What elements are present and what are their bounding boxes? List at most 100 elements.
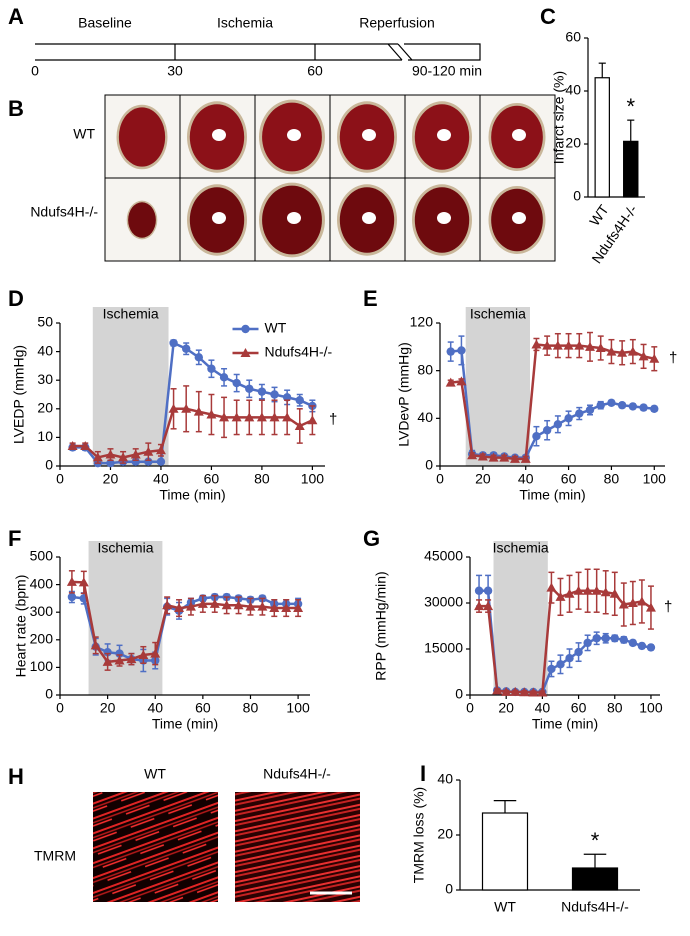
marker — [528, 687, 539, 697]
marker — [628, 402, 638, 411]
marker — [546, 582, 557, 592]
y-tick-label: 15000 — [424, 640, 463, 656]
y-tick-label: 40 — [437, 771, 453, 787]
y-tick-label: 200 — [30, 631, 54, 647]
y-tick-label: 20 — [565, 135, 581, 151]
shade-label: Ischemia — [493, 540, 549, 556]
x-tick-label: 80 — [243, 700, 259, 716]
marker — [138, 649, 149, 659]
marker — [477, 451, 488, 461]
ischemia-shade — [465, 307, 530, 466]
x-tick-label: 60 — [204, 471, 220, 487]
panel-label: C — [540, 4, 556, 29]
marker — [245, 601, 256, 611]
marker — [595, 343, 606, 353]
marker — [66, 576, 77, 586]
y-tick-label: 60 — [565, 29, 581, 45]
marker — [181, 344, 191, 353]
ischemia-shade — [493, 541, 548, 695]
marker — [574, 647, 583, 657]
x-tick-label: 40 — [535, 700, 551, 716]
marker — [282, 412, 293, 422]
marker — [532, 432, 541, 441]
timeline-bar — [35, 43, 481, 61]
marker — [156, 457, 166, 466]
marker — [483, 601, 494, 611]
marker — [474, 586, 484, 595]
marker — [269, 603, 280, 613]
marker — [510, 686, 521, 696]
heart-lumen — [437, 212, 451, 224]
marker — [221, 600, 232, 610]
ischemia-shade — [92, 307, 169, 466]
heart-tissue — [118, 107, 166, 167]
marker — [233, 600, 244, 610]
x-tick-label: 40 — [153, 471, 169, 487]
marker — [206, 409, 217, 419]
phase-label: Ischemia — [217, 15, 273, 31]
x-tick-label: WT — [586, 201, 612, 228]
marker — [456, 376, 467, 386]
micrograph — [93, 792, 218, 902]
shade-label: Ischemia — [470, 306, 526, 322]
panel-label: I — [420, 761, 426, 786]
marker — [649, 353, 660, 363]
annotation: † — [664, 599, 672, 616]
x-tick-label: 20 — [475, 471, 491, 487]
marker — [638, 351, 649, 361]
phase-label: Reperfusion — [359, 15, 435, 31]
marker — [565, 654, 574, 663]
y-tick-label: 0 — [425, 457, 433, 473]
marker — [193, 406, 204, 416]
marker — [241, 324, 250, 334]
marker — [105, 449, 116, 459]
marker — [627, 346, 638, 356]
bar — [571, 867, 619, 891]
marker — [162, 600, 173, 610]
marker — [607, 398, 616, 408]
annotation: † — [329, 411, 337, 428]
marker — [627, 598, 638, 607]
x-tick-label: 0 — [56, 700, 64, 716]
y-tick-label: 45000 — [424, 548, 463, 564]
marker — [445, 377, 456, 387]
y-tick-label: 0 — [455, 686, 463, 702]
heart-lumen — [437, 129, 451, 141]
annotation: * — [626, 94, 635, 119]
y-tick-label: 40 — [37, 342, 53, 358]
marker — [143, 446, 154, 456]
time-tick: 90-120 min — [412, 63, 482, 79]
marker — [219, 373, 229, 382]
marker — [293, 603, 304, 613]
marker — [457, 346, 466, 355]
marker — [520, 453, 531, 463]
heart-lumen — [212, 129, 226, 141]
marker — [592, 634, 601, 643]
marker — [564, 588, 575, 598]
marker — [209, 598, 220, 608]
marker — [106, 458, 115, 468]
marker — [650, 404, 659, 413]
y-tick-label: 100 — [30, 658, 54, 674]
x-tick-label: 0 — [436, 471, 444, 487]
marker — [488, 452, 499, 462]
marker — [531, 339, 542, 349]
y-tick-label: 50 — [37, 314, 53, 330]
marker — [556, 660, 565, 669]
marker — [232, 378, 241, 388]
marker — [78, 577, 89, 587]
marker — [582, 585, 593, 595]
x-tick-label: 100 — [643, 471, 667, 487]
marker — [637, 641, 647, 651]
marker — [130, 449, 141, 459]
x-tick-label: 100 — [639, 700, 663, 716]
time-tick: 0 — [31, 63, 39, 79]
marker — [574, 340, 585, 350]
marker — [619, 635, 629, 644]
panel-label: D — [8, 286, 24, 311]
shade-label: Ischemia — [97, 540, 153, 556]
micrograph — [235, 792, 360, 902]
x-tick-label: 20 — [103, 471, 119, 487]
y-tick-label: 40 — [565, 82, 581, 98]
marker — [169, 338, 178, 348]
